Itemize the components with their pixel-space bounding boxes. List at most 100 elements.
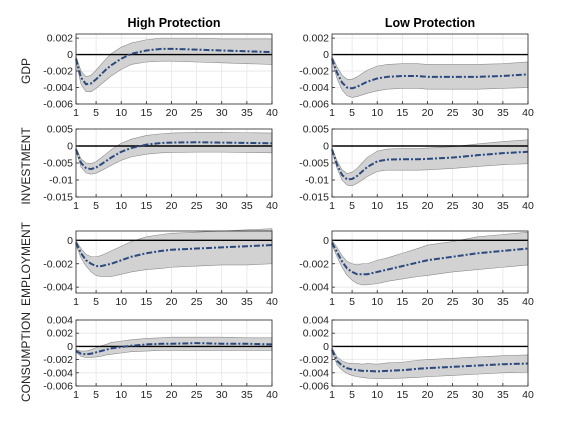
- x-tick-label: 30: [216, 296, 228, 308]
- y-tick-label: -0.002: [43, 354, 73, 366]
- panel-emp-low: 1 5 10 15 20 25 30 35 400-0.002-0.004: [299, 230, 534, 308]
- x-tick-label: 30: [216, 200, 228, 212]
- x-tick-label: 1: [329, 107, 335, 119]
- y-tick-label: -0.006: [43, 99, 73, 111]
- y-tick-label: -0.004: [43, 367, 73, 379]
- y-tick-label: 0: [67, 141, 73, 153]
- column-title-low-protection: Low Protection: [385, 16, 475, 30]
- y-tick-label: -0.015: [43, 192, 73, 204]
- x-tick-label: 20: [422, 200, 434, 212]
- x-tick-label: 30: [472, 107, 484, 119]
- y-tick-label: -0.006: [299, 99, 329, 111]
- y-tick-label: -0.015: [299, 192, 329, 204]
- x-tick-label: 20: [422, 296, 434, 308]
- x-tick-label: 35: [241, 107, 253, 119]
- x-tick-label: 35: [497, 389, 509, 401]
- y-tick-label: -0.002: [299, 66, 329, 78]
- panel-cons-high: 1 5 10 15 20 25 30 35 400.0040.0020-0.002-0.004-…: [43, 315, 278, 402]
- x-tick-label: 15: [397, 389, 409, 401]
- response-line: [331, 242, 529, 276]
- y-tick-label: 0.005: [303, 124, 329, 136]
- y-tick-label: 0: [67, 49, 73, 61]
- row-label-employment: EMPLOYMENT: [19, 221, 33, 306]
- panel-emp-high: 1 5 10 15 20 25 30 35 400-0.002-0.004: [43, 228, 278, 308]
- x-tick-label: 10: [371, 389, 383, 401]
- x-tick-label: 1: [329, 200, 335, 212]
- y-tick-label: -0.002: [43, 258, 73, 270]
- x-tick-label: 40: [266, 200, 278, 212]
- confidence-band: [331, 347, 529, 380]
- x-tick-label: 1: [73, 200, 79, 212]
- x-tick-label: 10: [115, 200, 127, 212]
- y-tick-label: 0.002: [303, 33, 329, 45]
- x-tick-label: 30: [216, 389, 228, 401]
- y-tick-label: -0.002: [299, 354, 329, 366]
- x-tick-label: 5: [93, 296, 99, 308]
- x-tick-label: 10: [115, 107, 127, 119]
- y-tick-label: -0.004: [43, 282, 73, 294]
- y-tick-label: 0: [323, 235, 329, 247]
- y-tick-label: 0.004: [47, 315, 73, 327]
- x-tick-label: 25: [191, 296, 203, 308]
- response-line: [75, 141, 273, 171]
- x-tick-label: 20: [422, 107, 434, 119]
- x-tick-label: 35: [241, 389, 253, 401]
- x-tick-label: 30: [472, 296, 484, 308]
- y-tick-label: 0.002: [47, 328, 73, 340]
- x-tick-label: 35: [497, 200, 509, 212]
- x-tick-label: 35: [241, 296, 253, 308]
- x-tick-label: 20: [166, 296, 178, 308]
- axes-box: [331, 319, 529, 387]
- x-tick-label: 5: [349, 200, 355, 212]
- x-tick-label: 15: [397, 200, 409, 212]
- x-tick-label: 5: [93, 200, 99, 212]
- column-title-high-protection: High Protection: [127, 16, 220, 30]
- confidence-band: [75, 37, 273, 92]
- x-tick-label: 1: [329, 389, 335, 401]
- x-tick-label: 15: [397, 107, 409, 119]
- x-tick-label: 25: [447, 107, 459, 119]
- x-tick-label: 25: [447, 296, 459, 308]
- y-tick-label: -0.006: [299, 381, 329, 393]
- x-tick-label: 40: [266, 296, 278, 308]
- y-tick-label: -0.004: [299, 367, 329, 379]
- x-tick-label: 10: [371, 296, 383, 308]
- y-tick-label: 0: [67, 341, 73, 353]
- x-tick-label: 10: [371, 107, 383, 119]
- response-line: [75, 47, 273, 86]
- x-tick-label: 20: [166, 389, 178, 401]
- x-tick-label: 10: [115, 389, 127, 401]
- x-tick-label: 1: [73, 296, 79, 308]
- row-label-investment: INVESTMENT: [19, 127, 33, 205]
- x-tick-label: 1: [329, 296, 335, 308]
- x-tick-label: 35: [497, 296, 509, 308]
- x-tick-label: 20: [166, 200, 178, 212]
- axes-box: [75, 319, 273, 387]
- x-tick-label: 5: [349, 296, 355, 308]
- y-tick-label: 0: [323, 341, 329, 353]
- x-tick-label: 40: [522, 200, 534, 212]
- x-tick-label: 15: [397, 296, 409, 308]
- response-line: [75, 342, 273, 356]
- y-tick-label: -0.01: [305, 175, 329, 187]
- x-tick-label: 30: [216, 107, 228, 119]
- x-tick-label: 25: [447, 389, 459, 401]
- x-tick-label: 5: [93, 107, 99, 119]
- y-tick-label: -0.006: [43, 381, 73, 393]
- axes-box: [75, 33, 273, 105]
- x-tick-label: 40: [522, 389, 534, 401]
- axes-box: [75, 230, 273, 294]
- x-tick-label: 15: [141, 296, 153, 308]
- x-tick-label: 25: [447, 200, 459, 212]
- x-tick-label: 15: [141, 389, 153, 401]
- y-tick-label: -0.004: [299, 282, 329, 294]
- row-label-consumption: CONSUMPTION: [19, 312, 33, 402]
- row-label-gdp: GDP: [19, 58, 33, 84]
- x-tick-label: 40: [522, 296, 534, 308]
- confidence-band: [75, 228, 273, 277]
- x-tick-label: 15: [141, 200, 153, 212]
- x-tick-label: 25: [191, 389, 203, 401]
- y-tick-label: -0.005: [43, 158, 73, 170]
